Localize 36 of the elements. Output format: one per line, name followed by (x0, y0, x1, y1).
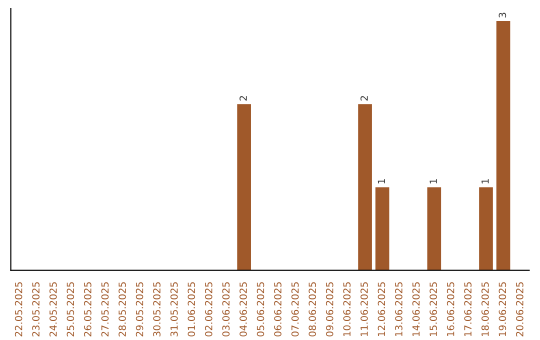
x-tick-label: 30.05.2025 (153, 282, 160, 336)
data-label: 1 (482, 179, 489, 184)
x-tick-label: 06.06.2025 (274, 282, 282, 336)
x-tick-label: 29.05.2025 (136, 282, 144, 336)
data-label: 2 (360, 96, 368, 101)
data-label: 2 (240, 96, 247, 101)
x-tick-label: 13.06.2025 (395, 282, 402, 336)
x-tick-label: 20.06.2025 (516, 282, 524, 336)
x-tick-label: 26.05.2025 (84, 282, 92, 336)
x-tick-label: 23.05.2025 (32, 282, 40, 336)
x-tick-label: 15.06.2025 (430, 282, 437, 336)
x-tick-label: 25.05.2025 (66, 282, 74, 336)
data-label: 1 (430, 179, 437, 184)
x-tick-label: 24.05.2025 (49, 282, 57, 336)
x-tick-label: 17.06.2025 (464, 282, 472, 336)
x-tick-label: 01.06.2025 (188, 282, 196, 336)
x-tick-label: 28.05.2025 (118, 282, 126, 336)
x-tick-label: 04.06.2025 (240, 282, 247, 336)
data-label: 3 (498, 12, 506, 18)
x-tick-label: 07.06.2025 (291, 282, 299, 336)
data-label: 1 (378, 179, 386, 184)
x-tick-label: 05.06.2025 (256, 282, 264, 336)
x-tick-label: 19.06.2025 (498, 282, 506, 336)
x-tick-label: 10.06.2025 (343, 282, 351, 336)
x-tick-label: 27.05.2025 (101, 282, 109, 336)
x-tick-label: 11.06.2025 (360, 282, 368, 336)
x-tick-label: 16.06.2025 (446, 282, 454, 336)
x-tick-label: 14.06.2025 (412, 282, 420, 336)
x-tick-label: 12.06.2025 (378, 282, 386, 336)
x-tick-label: 22.05.2025 (14, 282, 22, 336)
x-tick-label: 09.06.2025 (326, 282, 334, 336)
x-tick-label: 03.06.2025 (222, 282, 230, 336)
x-tick-label: 08.06.2025 (308, 282, 316, 336)
x-tick-label: 02.06.2025 (204, 282, 212, 336)
x-tick-label: 31.05.2025 (170, 282, 178, 336)
x-tick-label: 18.06.2025 (481, 282, 489, 336)
